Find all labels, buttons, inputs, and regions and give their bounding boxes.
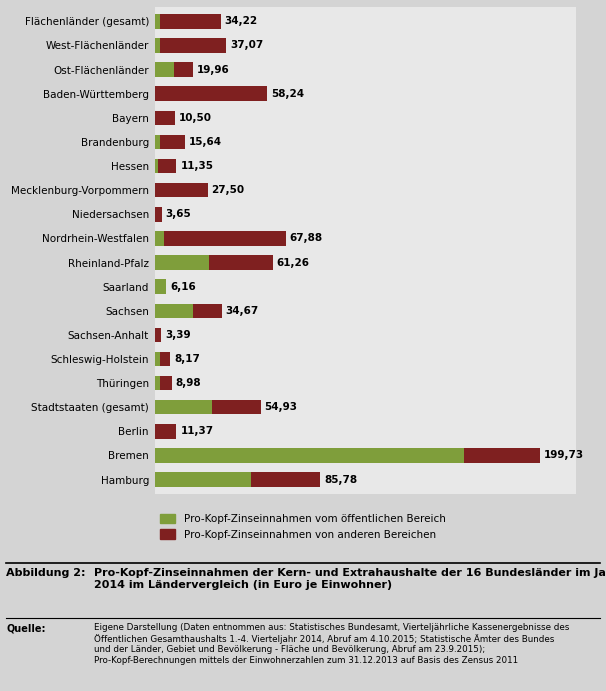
Text: 11,37: 11,37 (181, 426, 213, 436)
Text: 10,50: 10,50 (179, 113, 211, 123)
Text: 67,88: 67,88 (290, 234, 322, 243)
Bar (155, 424, 176, 439)
Text: 19,96: 19,96 (197, 65, 230, 75)
Text: 6,16: 6,16 (170, 282, 196, 292)
Text: 3,39: 3,39 (165, 330, 190, 340)
Legend: Pro-Kopf-Zinseinnahmen vom öffentlichen Bereich, Pro-Kopf-Zinseinnahmen von ande: Pro-Kopf-Zinseinnahmen vom öffentlichen … (160, 514, 445, 540)
Text: Quelle:: Quelle: (6, 623, 45, 633)
Text: 85,78: 85,78 (324, 475, 358, 484)
Bar (155, 159, 158, 173)
Text: Eigene Darstellung (Daten entnommen aus: Statistisches Bundesamt, Vierteljährlic: Eigene Darstellung (Daten entnommen aus:… (94, 623, 569, 665)
Text: 58,24: 58,24 (271, 88, 304, 99)
Bar (155, 352, 161, 366)
Text: 15,64: 15,64 (188, 137, 222, 147)
Bar (155, 14, 161, 28)
Bar (161, 38, 226, 53)
Bar (155, 255, 208, 269)
Bar (464, 448, 541, 463)
Bar (155, 279, 167, 294)
Bar (155, 328, 161, 342)
Bar (155, 400, 213, 415)
Text: 34,22: 34,22 (224, 17, 258, 26)
Bar (174, 62, 193, 77)
Text: 3,65: 3,65 (165, 209, 191, 219)
Bar (155, 207, 156, 222)
Bar (155, 473, 251, 487)
Bar (155, 448, 464, 463)
Bar (208, 255, 273, 269)
Bar (155, 38, 161, 53)
Bar (156, 207, 162, 222)
Bar (161, 352, 170, 366)
Text: Pro-Kopf-Zinseinnahmen der Kern- und Extrahaushalte der 16 Bundesländer im Jahr
: Pro-Kopf-Zinseinnahmen der Kern- und Ext… (94, 568, 606, 589)
Bar (155, 303, 193, 318)
Text: 27,50: 27,50 (211, 185, 245, 195)
Bar (251, 473, 320, 487)
Text: Abbildung 2:: Abbildung 2: (6, 568, 85, 578)
Bar (213, 400, 261, 415)
Bar (193, 303, 222, 318)
Bar (155, 111, 175, 125)
Text: 37,07: 37,07 (230, 41, 263, 50)
Bar (155, 62, 174, 77)
Bar (158, 159, 176, 173)
Text: 61,26: 61,26 (277, 258, 310, 267)
Bar (161, 376, 172, 390)
Bar (155, 183, 208, 198)
Bar (155, 135, 161, 149)
Text: 11,35: 11,35 (181, 161, 213, 171)
Bar (164, 231, 285, 246)
Text: 54,93: 54,93 (264, 402, 298, 413)
Text: 8,17: 8,17 (174, 354, 200, 364)
Text: 8,98: 8,98 (176, 378, 201, 388)
Text: 199,73: 199,73 (544, 451, 584, 460)
Bar (155, 86, 267, 101)
Text: 34,67: 34,67 (225, 306, 259, 316)
Bar (161, 14, 221, 28)
Bar (155, 376, 161, 390)
Bar (155, 231, 164, 246)
Bar (161, 135, 185, 149)
